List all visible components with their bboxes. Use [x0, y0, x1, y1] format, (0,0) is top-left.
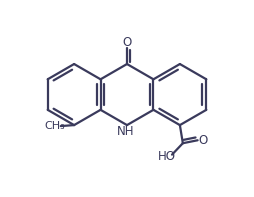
Text: NH: NH — [117, 125, 135, 138]
Text: CH₃: CH₃ — [44, 121, 65, 131]
Text: HO: HO — [157, 150, 176, 163]
Text: O: O — [198, 134, 207, 147]
Text: O: O — [122, 36, 132, 49]
